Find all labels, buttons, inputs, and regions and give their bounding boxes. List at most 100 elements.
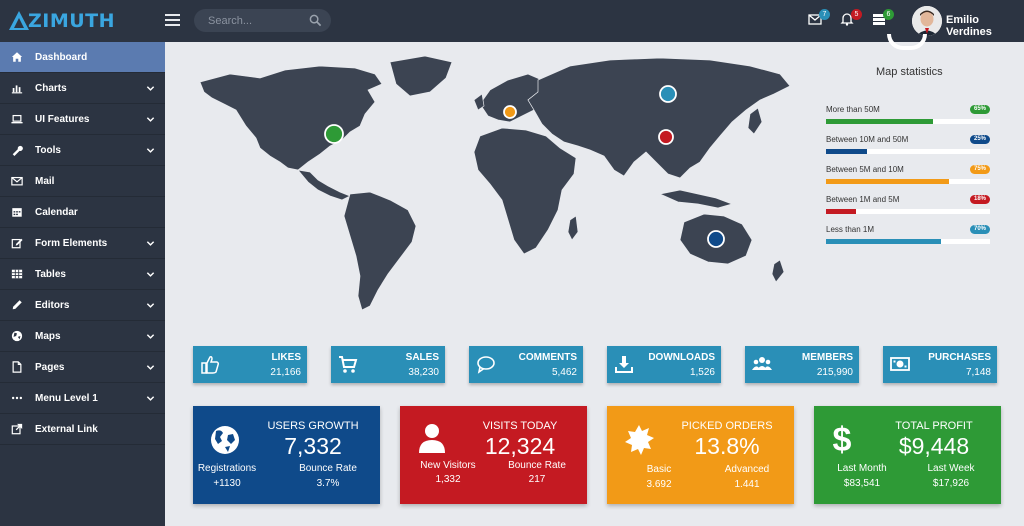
globe-icon — [11, 330, 23, 342]
tasks-badge: 6 — [883, 9, 894, 20]
stat-card-purchases[interactable]: PURCHASES 7,148 — [883, 346, 997, 383]
sidebar-item-label: Maps — [35, 330, 61, 342]
summary-card-right-value: 3.7% — [316, 478, 340, 489]
sidebar: Dashboard Charts UI Features Tools Mail Calen… — [0, 42, 165, 526]
world-map[interactable] — [190, 44, 810, 320]
sidebar-item-label: Pages — [35, 361, 65, 373]
summary-card-right-value: 217 — [528, 474, 546, 485]
search-input[interactable] — [208, 13, 303, 28]
chevron-down-icon — [146, 116, 155, 122]
map-marker-russia[interactable] — [659, 85, 677, 103]
sidebar-item-label: UI Features — [35, 113, 90, 125]
map-marker-china[interactable] — [658, 129, 674, 145]
summary-card-total-profit[interactable]: $ TOTAL PROFIT $9,448 Last Month $83,541 Last… — [814, 406, 1001, 504]
summary-card-left-value: +1130 — [213, 478, 241, 489]
map-stat-badge: 70% — [970, 225, 990, 234]
bell-icon[interactable] — [840, 12, 854, 26]
edit-icon — [11, 238, 23, 249]
map-stat-progress — [826, 119, 990, 124]
menu-toggle-button[interactable] — [165, 14, 180, 26]
sidebar-item-editors[interactable]: Editors — [0, 290, 165, 321]
stat-card-members[interactable]: MEMBERS 215,990 — [745, 346, 859, 383]
summary-card-picked-orders[interactable]: PICKED ORDERS 13.8% Basic 3.692 Advanced 1.44… — [607, 406, 794, 504]
table-icon — [11, 269, 23, 279]
sidebar-item-calendar[interactable]: Calendar — [0, 197, 165, 228]
stat-card-value: 7,148 — [965, 367, 991, 378]
stat-card-title: MEMBERS — [801, 352, 853, 363]
map-stat-badge: 18% — [970, 195, 990, 204]
map-marker-north-america[interactable] — [324, 124, 344, 144]
sidebar-item-pages[interactable]: Pages — [0, 352, 165, 383]
brand-name: ZIMUTH — [28, 10, 116, 32]
sidebar-item-form-elements[interactable]: Form Elements — [0, 228, 165, 259]
summary-card-title: VISITS TODAY — [482, 420, 558, 432]
sidebar-item-charts[interactable]: Charts — [0, 73, 165, 104]
stat-card-value: 215,990 — [816, 367, 853, 378]
central-america-region — [297, 169, 351, 201]
cart-icon — [339, 356, 358, 373]
summary-card-value: 7,332 — [284, 433, 342, 459]
japan-region — [747, 107, 763, 135]
sidebar-item-menu-level-1[interactable]: Menu Level 1 — [0, 383, 165, 414]
thumbs-up-icon — [201, 356, 220, 374]
sidebar-item-ui-features[interactable]: UI Features — [0, 104, 165, 135]
map-stat-label: Between 5M and 10M — [826, 165, 904, 174]
sidebar-item-label: Editors — [35, 299, 70, 311]
summary-card-left-label: Registrations — [197, 463, 257, 474]
file-icon — [12, 361, 22, 373]
summary-card-left-value: 3.692 — [646, 479, 672, 490]
summary-card-title: TOTAL PROFIT — [895, 420, 973, 432]
map-stat-badge: 25% — [970, 135, 990, 144]
top-header: ZIMUTH 7 5 6 Emilio Verdines — [0, 0, 1024, 42]
sidebar-item-tools[interactable]: Tools — [0, 135, 165, 166]
new-zealand-region — [771, 259, 785, 283]
user-name[interactable]: Emilio Verdines — [946, 14, 992, 38]
stat-card-value: 21,166 — [270, 367, 301, 378]
sidebar-item-tables[interactable]: Tables — [0, 259, 165, 290]
summary-card-right-value: 1.441 — [734, 479, 760, 490]
summary-card-left-value: 1,332 — [435, 474, 461, 485]
greenland-region — [389, 55, 453, 97]
stat-card-title: COMMENTS — [518, 352, 577, 363]
map-marker-europe[interactable] — [503, 105, 517, 119]
sidebar-item-mail[interactable]: Mail — [0, 166, 165, 197]
pencil-icon — [12, 300, 22, 310]
asia-region — [527, 57, 791, 179]
indonesia-region — [658, 189, 734, 209]
map-stat-progress-fill — [826, 119, 933, 124]
external-link-icon — [11, 423, 23, 435]
sidebar-item-dashboard[interactable]: Dashboard — [0, 42, 165, 73]
stat-card-title: LIKES — [271, 352, 301, 363]
stat-card-downloads[interactable]: DOWNLOADS 1,526 — [607, 346, 721, 383]
sidebar-item-maps[interactable]: Maps — [0, 321, 165, 352]
summary-card-right-label: Advanced — [724, 464, 770, 475]
avatar[interactable] — [912, 6, 942, 36]
map-stat-label: Between 1M and 5M — [826, 195, 900, 204]
sidebar-item-external-link[interactable]: External Link — [0, 414, 165, 445]
stat-card-comments[interactable]: COMMENTS 5,462 — [469, 346, 583, 383]
summary-card-visits-today[interactable]: VISITS TODAY 12,324 New Visitors 1,332 Bounc… — [400, 406, 587, 504]
map-stat-label: More than 50M — [826, 105, 880, 114]
map-stat-progress — [826, 149, 990, 154]
sidebar-item-label: Form Elements — [35, 237, 108, 249]
africa-region — [473, 127, 577, 255]
stat-card-value: 1,526 — [689, 367, 715, 378]
map-marker-australia[interactable] — [707, 230, 725, 248]
money-icon — [890, 357, 910, 371]
chevron-down-icon — [146, 147, 155, 153]
search-icon[interactable] — [309, 14, 322, 27]
sidebar-item-label: External Link — [35, 423, 98, 435]
map-stat-progress-fill — [826, 179, 949, 184]
laptop-icon — [11, 114, 23, 124]
tasks-icon[interactable] — [872, 12, 886, 26]
summary-card-users-growth[interactable]: USERS GROWTH 7,332 Registrations +1130 Bounc… — [193, 406, 380, 504]
map-stat-progress-fill — [826, 239, 941, 244]
chevron-down-icon — [146, 85, 155, 91]
stat-card-likes[interactable]: LIKES 21,166 — [193, 346, 307, 383]
brand-logo[interactable]: ZIMUTH — [8, 8, 115, 34]
chevron-down-icon — [146, 302, 155, 308]
summary-card-left-value: $83,541 — [843, 478, 881, 489]
map-stat-progress — [826, 179, 990, 184]
sidebar-item-label: Calendar — [35, 206, 78, 218]
stat-card-sales[interactable]: SALES 38,230 — [331, 346, 445, 383]
